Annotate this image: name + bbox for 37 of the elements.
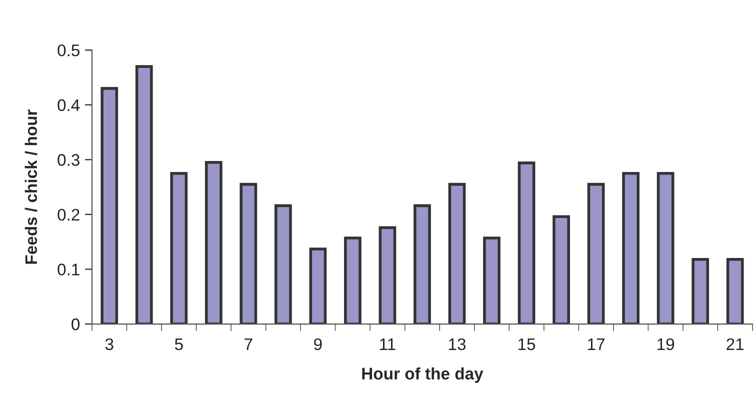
bar [344, 236, 362, 324]
bar [100, 87, 118, 324]
bar [656, 172, 674, 324]
bar [170, 172, 188, 324]
y-tick-label: 0.2 [58, 208, 80, 221]
bar [587, 182, 605, 324]
bar [518, 162, 536, 324]
bar [483, 236, 500, 324]
y-tick-label: 0.3 [58, 154, 80, 166]
x-tick-label: 3 [105, 338, 114, 350]
bar [622, 172, 640, 324]
bar [309, 248, 327, 324]
bar [448, 182, 466, 324]
x-tick-label: 19 [658, 338, 674, 350]
x-axis-title: Hour of the day [362, 367, 484, 383]
x-tick-label: 15 [518, 338, 536, 350]
bar [414, 204, 431, 324]
x-tick-label: 11 [380, 338, 396, 350]
y-tick-label: 0.1 [58, 264, 80, 276]
x-tick-label: 7 [244, 338, 252, 350]
bar [726, 258, 744, 324]
bar [552, 215, 570, 324]
y-tick-label: 0.5 [58, 44, 80, 56]
bar [135, 65, 153, 324]
y-axis-title: Feeds / chick / hour [24, 110, 38, 264]
bar [274, 204, 292, 324]
x-tick-label: 13 [449, 338, 466, 350]
x-tick-label: 5 [174, 338, 183, 350]
y-tick-label: 0.4 [58, 99, 80, 112]
x-tick-label: 21 [726, 338, 744, 350]
bar [378, 226, 396, 324]
x-tick-label: 9 [314, 338, 322, 350]
bar [204, 161, 222, 324]
bar [240, 182, 258, 324]
y-tick-label: 0 [72, 318, 80, 330]
x-tick-label: 17 [588, 338, 604, 350]
bar [692, 258, 710, 324]
